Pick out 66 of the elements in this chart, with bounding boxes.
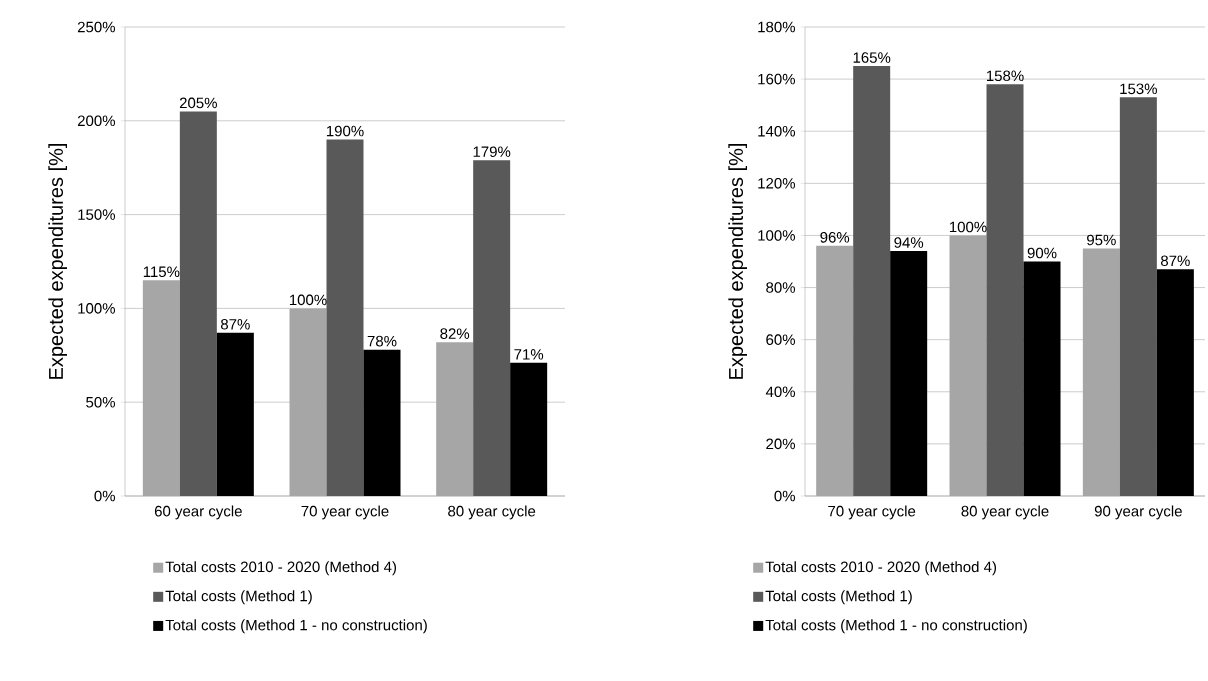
legend-label: Total costs (Method 1 - no construction) [165,619,427,634]
y-tick-label: 160% [758,73,796,85]
y-tick-label: 140% [758,125,796,137]
bar [216,332,254,496]
y-tick-label: 200% [77,115,115,127]
bar [1082,248,1120,496]
data-label: 100% [949,221,987,233]
data-label: 90% [1027,247,1057,259]
legend-label: Total costs 2010 - 2020 (Method 4) [765,561,997,576]
data-label: 158% [986,70,1024,82]
y-tick-label: 250% [77,21,115,33]
bar [1119,97,1157,496]
bar [142,280,180,496]
bar [473,160,511,496]
bar [890,251,928,496]
y-tick-label: 40% [765,386,796,398]
data-label: 87% [1160,255,1190,267]
y-axis-title: Expected expenditures [%] [728,144,747,379]
bar [949,235,987,496]
y-tick-label: 100% [78,303,115,314]
data-label: 190% [326,125,364,137]
bar [853,66,891,496]
y-tick-label: 0% [774,490,796,502]
bar [436,342,474,496]
bar [289,308,327,496]
x-tick-label: 80 year cycle [448,505,536,520]
data-label: 95% [1087,234,1116,246]
y-tick-label: 180% [758,21,796,33]
bar [1156,269,1194,496]
x-tick-label: 80 year cycle [961,505,1049,520]
bar [363,349,401,496]
y-tick-label: 150% [78,209,115,220]
data-label: 165% [853,52,891,63]
y-axis-title: Expected expenditures [%] [48,144,67,379]
y-tick-label: 120% [758,178,796,189]
x-tick-label: 90 year cycle [1094,505,1182,520]
y-tick-label: 80% [766,282,796,293]
data-label: 71% [514,349,544,360]
legend-label: Total costs (Method 1 - no construction) [765,619,1027,634]
legend-label: Total costs (Method 1) [165,590,312,605]
legend-label: Total costs (Method 1) [765,590,912,605]
x-tick-label: 60 year cycle [154,505,242,520]
data-label: 115% [143,266,180,278]
data-label: 100% [289,294,327,306]
bar [1023,261,1061,496]
bar [986,84,1024,496]
bar [179,111,217,496]
bar [510,362,548,496]
data-label: 96% [820,232,850,243]
data-label: 82% [440,328,470,339]
x-tick-label: 70 year cycle [301,505,389,520]
data-label: 205% [179,97,217,109]
data-label: 78% [367,335,397,347]
y-tick-label: 0% [94,490,116,502]
data-label: 94% [894,237,924,248]
data-label: 153% [1120,83,1157,95]
legend-label: Total costs 2010 - 2020 (Method 4) [165,561,397,576]
y-tick-label: 20% [766,438,796,450]
y-tick-label: 50% [86,396,115,408]
data-label: 87% [220,318,250,330]
x-tick-label: 70 year cycle [828,505,916,520]
y-tick-label: 60% [766,334,796,345]
bar [326,139,364,496]
bar [816,245,854,496]
data-label: 179% [473,146,511,157]
y-tick-label: 100% [758,230,796,241]
